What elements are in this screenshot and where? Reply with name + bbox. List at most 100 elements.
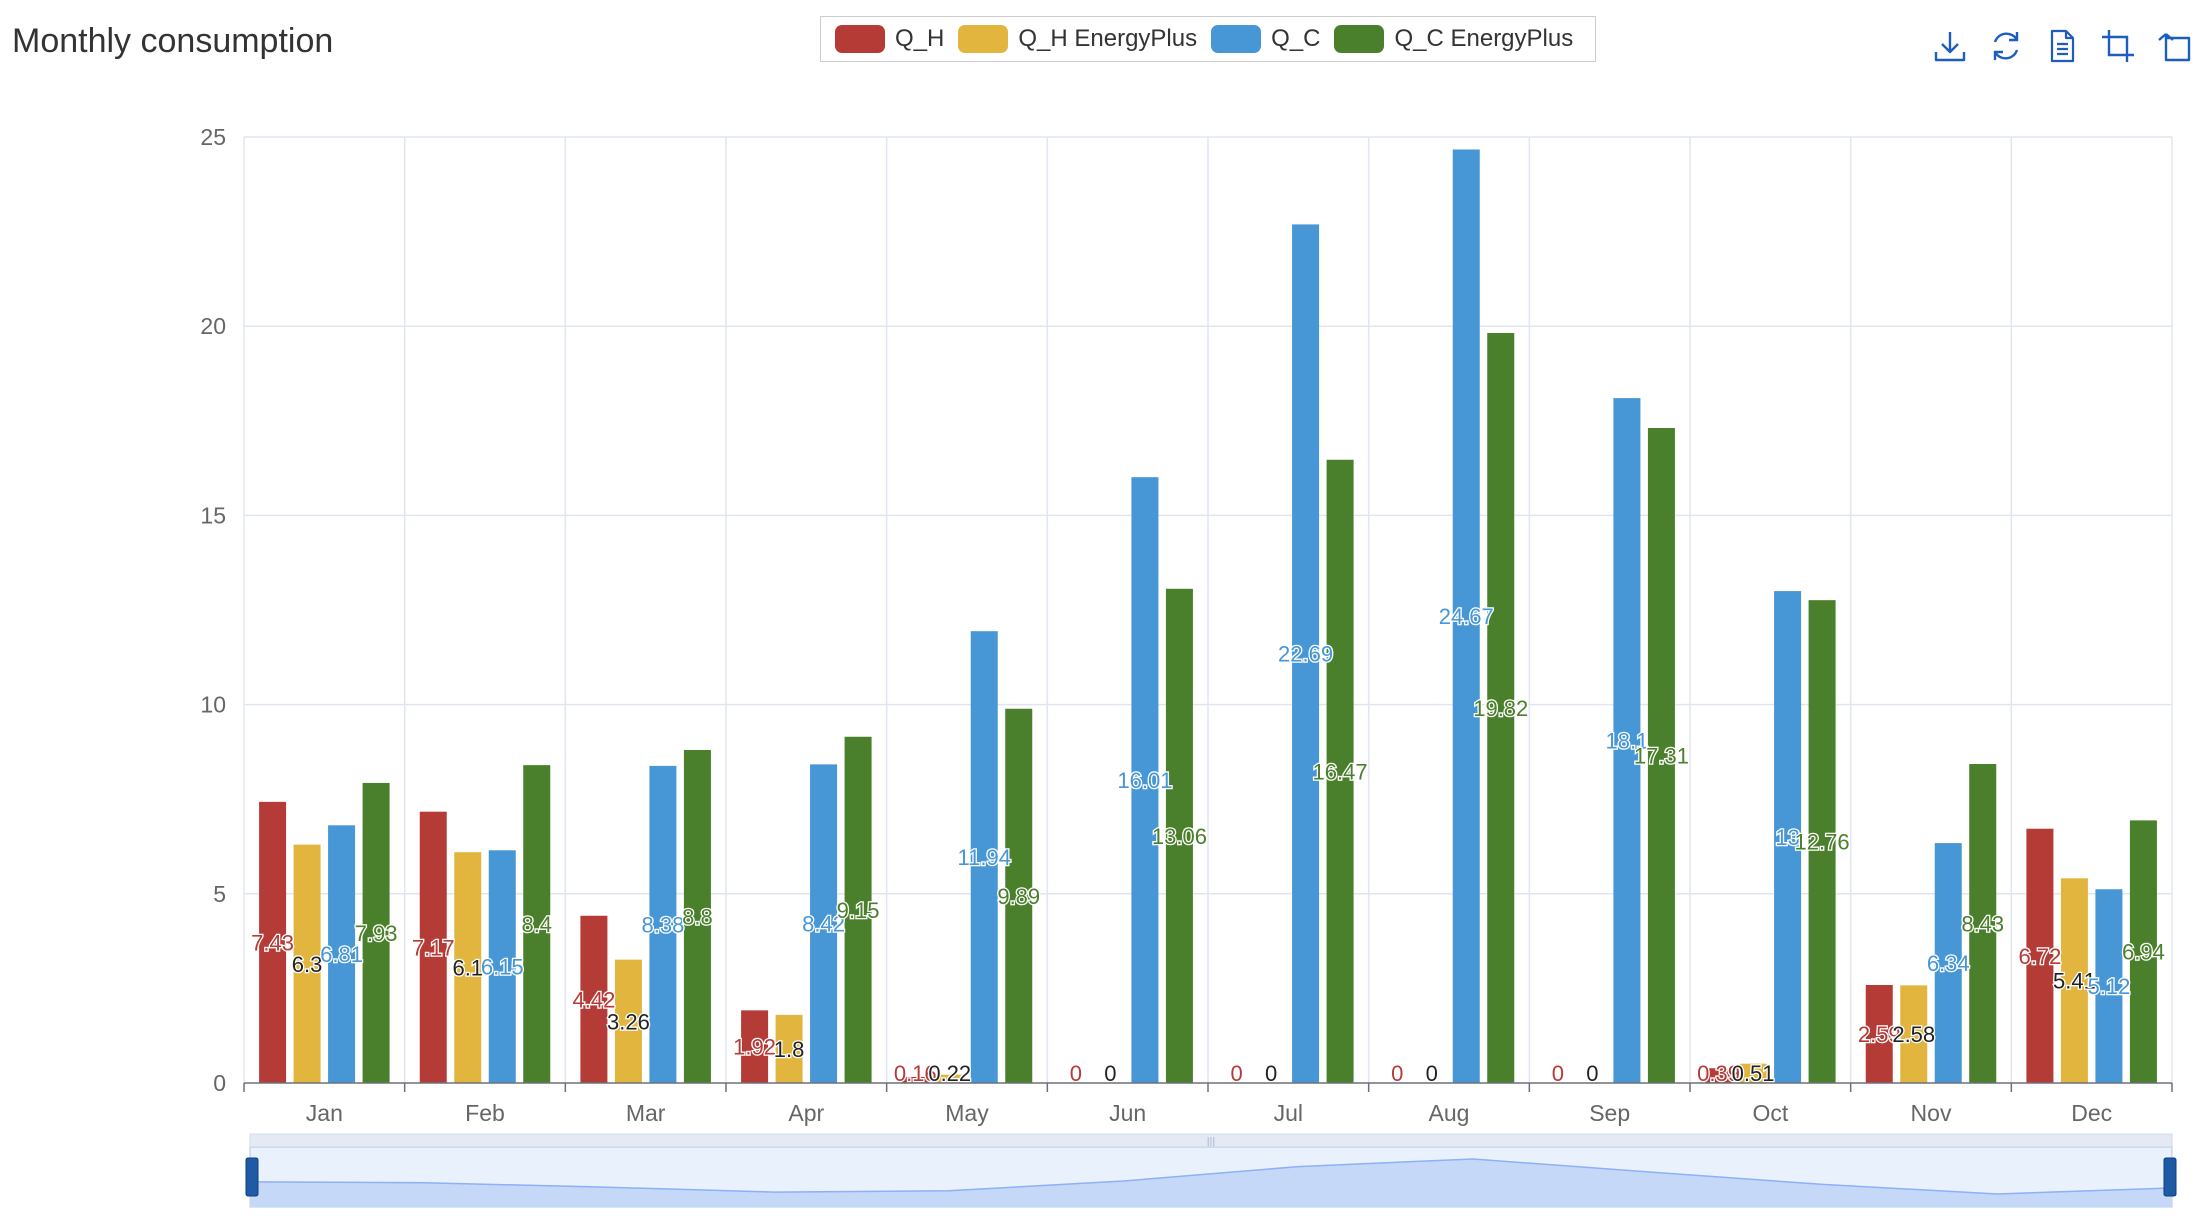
legend-swatch	[958, 25, 1009, 53]
legend: Q_H Q_H EnergyPlus Q_C Q_C EnergyPlus	[820, 16, 1596, 62]
bar	[1774, 591, 1802, 1083]
download-icon	[1934, 32, 1966, 62]
x-tick-label: Aug	[1429, 1100, 1470, 1126]
datazoom-data-line	[249, 1158, 2173, 1195]
bar-value-label: 6.3	[292, 952, 323, 977]
bar	[1865, 984, 1893, 1083]
bar	[1900, 985, 1928, 1083]
zoom-back-button[interactable]	[2154, 26, 2194, 66]
x-tick-label: Jan	[306, 1100, 343, 1126]
bar-value-label: 6.72	[2019, 944, 2062, 969]
bar	[1739, 1063, 1767, 1083]
datazoom-handle-end[interactable]	[2163, 1157, 2177, 1197]
bar-value-label: 16.47	[1313, 759, 1368, 784]
bar	[488, 850, 516, 1083]
bar-value-label: 0	[1265, 1061, 1277, 1086]
legend-item-q-c[interactable]: Q_C	[1211, 25, 1320, 53]
bar-value-label: 7.17	[412, 935, 455, 960]
bar-value-label: 2.59	[1858, 1022, 1901, 1047]
y-tick-label: 15	[200, 502, 226, 528]
bar	[970, 631, 998, 1083]
bar-value-label: 12.76	[1795, 830, 1850, 855]
x-tick-label: Jun	[1109, 1100, 1146, 1126]
bar	[523, 765, 551, 1083]
bar	[741, 1010, 769, 1083]
bar	[1613, 398, 1641, 1083]
legend-label: Q_C	[1271, 25, 1321, 52]
chart-title: Monthly consumption	[12, 22, 334, 60]
data-view-button[interactable]	[2042, 26, 2082, 66]
bar	[1969, 764, 1997, 1083]
bar	[1326, 459, 1354, 1083]
legend-swatch	[1211, 25, 1262, 53]
bar-value-label: 6.81	[320, 942, 363, 967]
bar	[614, 959, 642, 1083]
bar-value-label: 6.34	[1927, 951, 1970, 976]
restore-button[interactable]	[1986, 26, 2026, 66]
bar-value-label: 4.42	[573, 987, 616, 1012]
legend-label: Q_H EnergyPlus	[1018, 25, 1198, 52]
bar	[2060, 878, 2088, 1083]
datazoom-data-shadow	[250, 1159, 2172, 1207]
bar	[901, 1076, 929, 1083]
legend-item-q-h-energyplus[interactable]: Q_H EnergyPlus	[958, 25, 1197, 53]
bar-value-label: 2.58	[1892, 1022, 1935, 1047]
x-tick-label: Jul	[1274, 1100, 1303, 1126]
y-tick-label: 5	[213, 881, 226, 907]
y-tick-label: 25	[200, 124, 226, 150]
bar	[1005, 708, 1033, 1083]
bar	[1487, 333, 1515, 1083]
bar-value-label: 13.06	[1152, 824, 1207, 849]
bar-value-label: 24.67	[1439, 604, 1494, 629]
legend-swatch	[1334, 25, 1385, 53]
bar	[362, 782, 390, 1083]
bar-value-label: 8.4	[521, 912, 552, 937]
bar-value-label: 8.38	[642, 912, 685, 937]
zoom-button[interactable]	[2098, 26, 2138, 66]
bar	[580, 915, 608, 1083]
save-as-image-button[interactable]	[1930, 26, 1970, 66]
x-tick-label: Apr	[788, 1100, 824, 1126]
x-tick-label: Nov	[1911, 1100, 1952, 1126]
bar	[293, 844, 321, 1083]
bar-value-label: 19.82	[1473, 696, 1528, 721]
bar	[775, 1014, 803, 1083]
bar	[1165, 588, 1193, 1083]
bar	[683, 750, 711, 1083]
legend-item-q-c-energyplus[interactable]: Q_C EnergyPlus	[1334, 25, 1573, 53]
x-tick-label: Dec	[2071, 1100, 2112, 1126]
legend-swatch	[835, 25, 885, 53]
bar-value-label: 18.1	[1606, 729, 1649, 754]
bar-value-label: 7.43	[251, 930, 294, 955]
bar-value-label: 17.31	[1634, 743, 1689, 768]
bar	[649, 765, 677, 1083]
bar	[1292, 224, 1320, 1083]
crop-icon	[2102, 30, 2134, 62]
bar-value-label: 5.12	[2088, 974, 2131, 999]
datazoom-selection	[250, 1147, 2172, 1207]
bar	[419, 811, 447, 1083]
bar-value-label: 8.42	[802, 912, 845, 937]
bar	[454, 852, 482, 1083]
x-tick-label: May	[945, 1100, 989, 1126]
legend-item-q-h[interactable]: Q_H	[835, 25, 944, 53]
bar-value-label: 22.69	[1278, 642, 1333, 667]
bar	[936, 1074, 964, 1083]
bar	[2129, 820, 2157, 1083]
bar	[2026, 828, 2054, 1083]
bar	[844, 736, 872, 1083]
bar	[1452, 149, 1480, 1084]
bar-value-label: 3.26	[607, 1009, 650, 1034]
bar-value-label: 0	[1426, 1061, 1438, 1086]
bar-value-label: 11.94	[958, 845, 1011, 870]
bar-value-label: 16.01	[1117, 768, 1172, 793]
bar	[2095, 889, 2123, 1083]
bar-value-label: 1.8	[774, 1037, 805, 1062]
bar-value-label: 9.15	[837, 898, 880, 923]
bar-value-label: 0	[1230, 1061, 1242, 1086]
datazoom-handle-start[interactable]	[245, 1157, 259, 1197]
bar-value-label: 0	[1586, 1061, 1598, 1086]
bar	[259, 801, 287, 1083]
bar-value-label: 0	[1104, 1061, 1116, 1086]
